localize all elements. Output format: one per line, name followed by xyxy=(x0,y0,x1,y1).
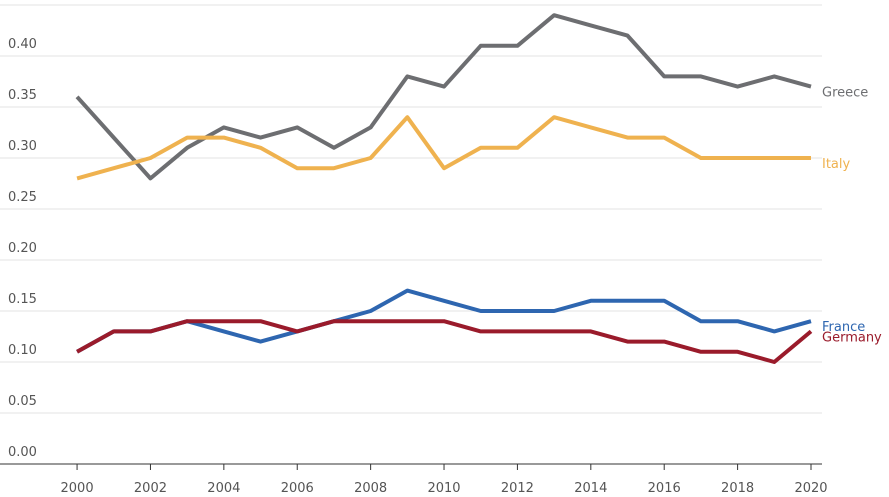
series-label: Italy xyxy=(822,157,851,172)
y-tick-label: 0.30 xyxy=(8,139,37,154)
x-tick-label: 2014 xyxy=(574,481,607,496)
y-tick-label: 0.10 xyxy=(8,343,37,358)
x-tick-label: 2012 xyxy=(501,481,534,496)
y-tick-label: 0.00 xyxy=(8,445,37,460)
series-line xyxy=(76,319,813,364)
y-tick-label: 0.20 xyxy=(8,241,37,256)
series-line xyxy=(76,115,811,181)
series-label: Germany xyxy=(822,330,882,345)
x-tick-label: 2010 xyxy=(427,481,460,496)
y-tick-label: 0.15 xyxy=(8,292,37,307)
x-tick-label: 2004 xyxy=(207,481,240,496)
series-line xyxy=(75,13,812,181)
y-tick-label: 0.05 xyxy=(8,394,37,409)
series-label: Greece xyxy=(822,86,868,101)
x-tick-label: 2002 xyxy=(134,481,167,496)
x-tick-label: 2006 xyxy=(281,481,314,496)
y-tick-label: 0.40 xyxy=(8,37,37,52)
x-tick-label: 2016 xyxy=(648,481,681,496)
series-label: France xyxy=(822,320,865,335)
y-tick-label: 0.25 xyxy=(8,190,37,205)
x-tick-label: 2020 xyxy=(794,481,827,496)
y-tick-label: 0.45 xyxy=(8,0,37,1)
x-tick-label: 2008 xyxy=(354,481,387,496)
x-tick-label: 2018 xyxy=(721,481,754,496)
y-tick-label: 0.35 xyxy=(8,88,37,103)
series-line xyxy=(76,288,812,354)
x-tick-label: 2000 xyxy=(61,481,94,496)
